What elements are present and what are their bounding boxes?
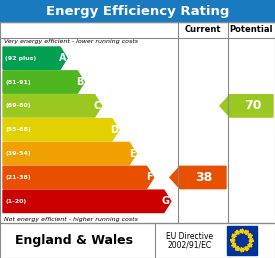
Text: (21-38): (21-38) (5, 175, 31, 180)
Text: Potential: Potential (230, 26, 273, 35)
Text: Not energy efficient - higher running costs: Not energy efficient - higher running co… (4, 217, 138, 222)
Polygon shape (249, 238, 254, 243)
Polygon shape (3, 190, 171, 213)
Text: 38: 38 (195, 171, 213, 184)
Polygon shape (232, 234, 236, 238)
Polygon shape (235, 230, 240, 235)
Bar (227, 226, 257, 255)
Text: G: G (162, 196, 170, 206)
Polygon shape (244, 230, 249, 235)
Bar (0, 0, 275, 223)
Text: E: E (129, 149, 135, 159)
Polygon shape (3, 95, 102, 117)
Text: (1-20): (1-20) (5, 199, 26, 204)
Text: (55-68): (55-68) (5, 127, 31, 132)
Text: England & Wales: England & Wales (15, 234, 133, 247)
Text: Current: Current (185, 26, 221, 35)
Polygon shape (3, 71, 84, 93)
Polygon shape (3, 166, 154, 189)
Text: (92 plus): (92 plus) (5, 56, 36, 61)
Text: Very energy efficient - lower running costs: Very energy efficient - lower running co… (4, 39, 138, 44)
Text: B: B (76, 77, 83, 87)
Text: (81-91): (81-91) (5, 79, 31, 85)
Polygon shape (235, 246, 240, 251)
Polygon shape (248, 233, 252, 238)
Polygon shape (3, 47, 67, 69)
Text: Energy Efficiency Rating: Energy Efficiency Rating (46, 4, 229, 18)
Text: (69-80): (69-80) (5, 103, 31, 108)
Polygon shape (230, 238, 235, 243)
Text: C: C (94, 101, 101, 111)
Text: F: F (146, 172, 153, 182)
Polygon shape (244, 246, 249, 251)
Polygon shape (220, 95, 273, 117)
Polygon shape (240, 247, 244, 252)
Text: 2002/91/EC: 2002/91/EC (168, 240, 212, 249)
Polygon shape (3, 142, 136, 165)
Polygon shape (170, 166, 226, 189)
Text: D: D (110, 125, 118, 135)
Polygon shape (248, 243, 252, 247)
Polygon shape (3, 119, 119, 141)
Text: EU Directive: EU Directive (166, 232, 214, 241)
Bar (0, 223, 275, 258)
Text: (39-54): (39-54) (5, 151, 31, 156)
Polygon shape (240, 229, 244, 233)
Polygon shape (232, 243, 236, 248)
Text: A: A (59, 53, 66, 63)
Bar (0, 0, 275, 22)
Text: 70: 70 (244, 99, 261, 112)
